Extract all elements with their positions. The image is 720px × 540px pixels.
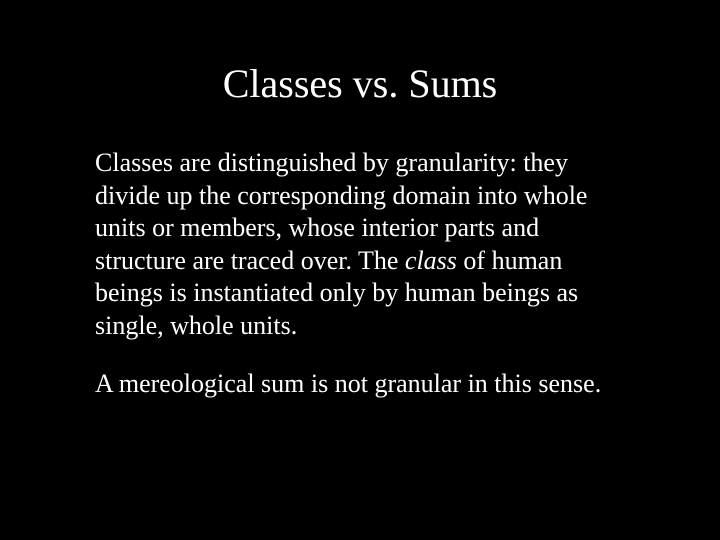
slide: Classes vs. Sums Classes are distinguish… [0, 0, 720, 540]
text-run: A mereological sum is not granular in th… [95, 369, 601, 398]
slide-body: Classes are distinguished by granularity… [95, 147, 625, 401]
slide-title: Classes vs. Sums [95, 60, 625, 107]
text-run-italic: class [405, 246, 457, 275]
body-paragraph-2: A mereological sum is not granular in th… [95, 368, 625, 401]
body-paragraph-1: Classes are distinguished by granularity… [95, 147, 625, 342]
